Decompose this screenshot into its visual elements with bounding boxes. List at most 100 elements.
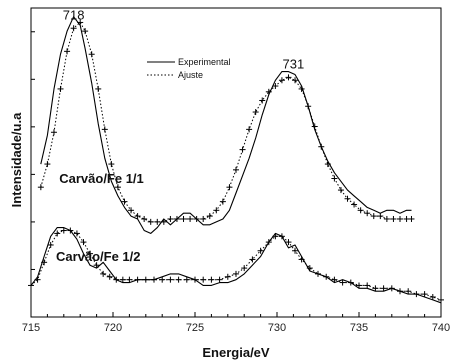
x-axis-label: Energia/eV	[202, 345, 270, 360]
data-point-ajuste-carv-o-fe-1-1	[292, 77, 299, 84]
data-point-ajuste-carv-o-fe-1-2	[265, 239, 272, 246]
data-point-ajuste-carv-o-fe-1-2	[175, 276, 182, 283]
data-point-ajuste-carv-o-fe-1-2	[347, 279, 354, 286]
data-point-ajuste-carv-o-fe-1-1	[128, 207, 135, 214]
data-point-ajuste-carv-o-fe-1-1	[57, 85, 64, 92]
data-point-ajuste-carv-o-fe-1-2	[87, 250, 94, 257]
data-point-ajuste-carv-o-fe-1-1	[50, 129, 57, 136]
data-point-ajuste-carv-o-fe-1-2	[331, 276, 338, 283]
data-point-ajuste-carv-o-fe-1-2	[306, 265, 313, 272]
data-point-ajuste-carv-o-fe-1-1	[37, 184, 44, 191]
series-line-experimental-carv-o-fe-1-1	[40, 16, 412, 234]
data-point-ajuste-carv-o-fe-1-1	[285, 74, 292, 81]
series	[28, 16, 444, 304]
y-axis-label: Intensidade/u.a	[9, 112, 24, 207]
x-tick-label: 740	[432, 322, 450, 334]
data-point-ajuste-carv-o-fe-1-1	[351, 201, 358, 208]
data-point-ajuste-carv-o-fe-1-1	[206, 213, 213, 220]
data-point-ajuste-carv-o-fe-1-1	[377, 213, 384, 220]
annotation-label: Carvão/Fe 1/1	[59, 171, 144, 186]
data-point-ajuste-carv-o-fe-1-1	[95, 85, 102, 92]
data-point-ajuste-carv-o-fe-1-1	[305, 103, 312, 110]
data-point-ajuste-carv-o-fe-1-2	[159, 276, 166, 283]
data-point-ajuste-carv-o-fe-1-1	[173, 215, 180, 222]
data-point-ajuste-carv-o-fe-1-1	[187, 215, 194, 222]
data-point-ajuste-carv-o-fe-1-2	[372, 285, 379, 292]
data-point-ajuste-carv-o-fe-1-2	[100, 270, 107, 277]
data-point-ajuste-carv-o-fe-1-2	[364, 282, 371, 289]
data-point-ajuste-carv-o-fe-1-1	[259, 97, 266, 104]
annotation-label: 718	[63, 8, 85, 23]
data-point-ajuste-carv-o-fe-1-2	[216, 276, 223, 283]
data-point-ajuste-carv-o-fe-1-1	[298, 85, 305, 92]
data-point-ajuste-carv-o-fe-1-2	[142, 276, 149, 283]
data-point-ajuste-carv-o-fe-1-2	[285, 239, 292, 246]
data-point-ajuste-carv-o-fe-1-1	[44, 161, 51, 168]
data-point-ajuste-carv-o-fe-1-2	[208, 276, 215, 283]
data-point-ajuste-carv-o-fe-1-2	[67, 227, 74, 234]
data-point-ajuste-carv-o-fe-1-1	[383, 215, 390, 222]
plot-frame	[30, 7, 442, 318]
data-point-ajuste-carv-o-fe-1-1	[70, 25, 77, 32]
data-point-ajuste-carv-o-fe-1-2	[119, 276, 126, 283]
data-point-ajuste-carv-o-fe-1-1	[160, 218, 167, 225]
data-point-ajuste-carv-o-fe-1-1	[114, 184, 121, 191]
data-point-ajuste-carv-o-fe-1-2	[126, 276, 133, 283]
data-point-ajuste-carv-o-fe-1-2	[339, 279, 346, 286]
legend-label-experimental: Experimental	[178, 57, 231, 67]
data-point-ajuste-carv-o-fe-1-2	[47, 241, 54, 248]
legend-label-ajuste: Ajuste	[178, 70, 203, 80]
data-point-ajuste-carv-o-fe-1-2	[41, 259, 48, 266]
series-line-ajuste-carv-o-fe-1-1	[40, 21, 412, 223]
data-point-ajuste-carv-o-fe-1-1	[265, 88, 272, 95]
data-point-ajuste-carv-o-fe-1-1	[344, 195, 351, 202]
x-ticks: 715 720 725 730 735 740	[22, 31, 450, 334]
data-point-ajuste-carv-o-fe-1-1	[108, 161, 115, 168]
data-point-ajuste-carv-o-fe-1-1	[324, 161, 331, 168]
annotations: 718 731 Carvão/Fe 1/1 Carvão/Fe 1/2	[56, 8, 304, 264]
x-tick-label: 715	[22, 322, 40, 334]
data-point-ajuste-carv-o-fe-1-1	[252, 109, 259, 116]
data-point-ajuste-carv-o-fe-1-1	[364, 210, 371, 217]
annotation-label: Carvão/Fe 1/2	[56, 249, 141, 264]
axes	[30, 7, 442, 318]
data-point-ajuste-carv-o-fe-1-1	[331, 175, 338, 182]
data-point-ajuste-carv-o-fe-1-2	[80, 239, 87, 246]
annotation-label: 731	[283, 57, 305, 72]
data-point-ajuste-carv-o-fe-1-2	[241, 265, 248, 272]
data-point-ajuste-carv-o-fe-1-2	[34, 276, 41, 283]
data-point-ajuste-carv-o-fe-1-2	[106, 273, 113, 280]
data-point-ajuste-carv-o-fe-1-2	[397, 288, 403, 295]
data-point-ajuste-carv-o-fe-1-1	[167, 215, 174, 222]
data-point-ajuste-carv-o-fe-1-1	[213, 207, 220, 214]
data-point-ajuste-carv-o-fe-1-2	[249, 256, 256, 263]
data-point-ajuste-carv-o-fe-1-1	[370, 213, 377, 220]
data-point-ajuste-carv-o-fe-1-2	[438, 296, 444, 303]
data-point-ajuste-carv-o-fe-1-1	[390, 215, 397, 222]
data-point-ajuste-carv-o-fe-1-1	[226, 184, 233, 191]
data-point-ajuste-carv-o-fe-1-2	[429, 294, 436, 300]
data-point-ajuste-carv-o-fe-1-2	[167, 276, 174, 283]
data-point-ajuste-carv-o-fe-1-1	[397, 215, 403, 222]
data-point-ajuste-carv-o-fe-1-1	[77, 19, 84, 26]
x-tick-label: 720	[104, 322, 122, 334]
series-line-ajuste-carv-o-fe-1-2	[30, 230, 442, 301]
data-point-ajuste-carv-o-fe-1-1	[180, 215, 187, 222]
data-point-ajuste-carv-o-fe-1-1	[239, 146, 246, 153]
data-point-ajuste-carv-o-fe-1-2	[233, 270, 239, 277]
data-point-ajuste-carv-o-fe-1-1	[101, 126, 108, 133]
data-point-ajuste-carv-o-fe-1-1	[147, 218, 154, 225]
data-point-ajuste-carv-o-fe-1-2	[413, 291, 420, 298]
data-point-ajuste-carv-o-fe-1-2	[183, 276, 190, 283]
data-point-ajuste-carv-o-fe-1-1	[219, 198, 226, 205]
data-point-ajuste-carv-o-fe-1-2	[134, 276, 141, 283]
data-point-ajuste-carv-o-fe-1-1	[134, 213, 141, 220]
data-point-ajuste-carv-o-fe-1-2	[113, 276, 120, 283]
data-point-ajuste-carv-o-fe-1-1	[311, 123, 318, 130]
data-point-ajuste-carv-o-fe-1-2	[315, 270, 321, 277]
data-point-ajuste-carv-o-fe-1-2	[151, 276, 157, 283]
data-point-ajuste-carv-o-fe-1-2	[60, 227, 67, 234]
data-point-ajuste-carv-o-fe-1-1	[88, 51, 95, 58]
data-point-ajuste-carv-o-fe-1-1	[82, 28, 89, 35]
